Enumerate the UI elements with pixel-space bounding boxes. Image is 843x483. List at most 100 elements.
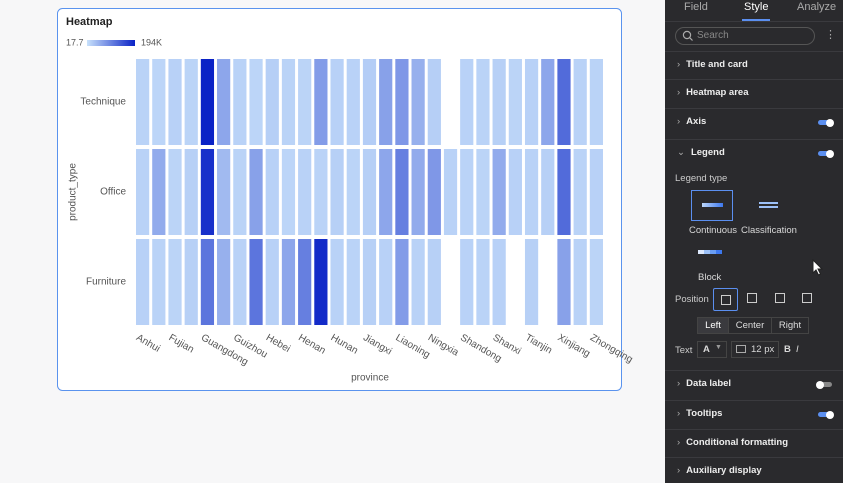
heatmap-cell — [152, 149, 166, 235]
heatmap-cell — [573, 239, 587, 325]
legend-type-option[interactable] — [755, 190, 782, 221]
toggle[interactable] — [818, 118, 834, 127]
section-header[interactable]: › Conditional formatting — [677, 437, 789, 448]
settings-panel: Search ⋮ Legend type Continuous Classifi… — [665, 0, 843, 483]
legend-min: 17.7 — [66, 37, 84, 47]
search-box[interactable]: Search — [675, 27, 815, 45]
heatmap-cell — [265, 239, 279, 325]
align-button[interactable]: Center — [728, 317, 772, 334]
heatmap-cell — [379, 149, 393, 235]
heatmap-cell — [330, 149, 344, 235]
position-option[interactable] — [802, 293, 812, 303]
section-divider — [665, 79, 843, 80]
section-header[interactable]: ⌄ Legend — [677, 147, 725, 158]
heatmap-cell — [249, 59, 263, 145]
position-option[interactable] — [713, 288, 738, 311]
search-placeholder: Search — [697, 30, 729, 41]
legend-type-label: Legend type — [675, 173, 728, 184]
heatmap-cell — [508, 149, 522, 235]
heatmap-cell — [524, 239, 539, 325]
heatmap-cell — [217, 59, 231, 145]
heatmap-cell — [411, 149, 425, 235]
y-tick-label: Furniture — [86, 277, 126, 288]
legend-type-label: Continuous — [689, 225, 738, 236]
heatmap-cell — [443, 149, 458, 235]
italic-button[interactable]: I — [796, 344, 799, 355]
toggle[interactable] — [818, 410, 834, 419]
font-color-value: A — [703, 344, 710, 355]
more-menu[interactable]: ⋮ — [825, 29, 836, 41]
heatmap-cell — [379, 239, 393, 325]
legend-type-label: Classification — [741, 225, 797, 236]
heatmap-cell — [492, 239, 506, 325]
section-title: Auxiliary display — [686, 465, 762, 476]
section-header[interactable]: › Auxiliary display — [677, 465, 762, 476]
heatmap-cell — [395, 149, 409, 235]
section-title: Title and card — [686, 59, 748, 70]
y-tick-label: Office — [100, 187, 126, 198]
section-divider — [665, 400, 843, 401]
heatmap-cell — [557, 149, 571, 235]
heatmap-cell — [200, 239, 215, 325]
heatmap-cell — [411, 59, 425, 145]
tab[interactable]: Field — [684, 1, 708, 13]
heatmap-cell — [557, 239, 571, 325]
heatmap-cell — [314, 149, 328, 235]
heatmap-cell — [346, 239, 360, 325]
section-header[interactable]: › Heatmap area — [677, 87, 749, 98]
heatmap-cell — [281, 59, 296, 145]
text-label: Text — [675, 345, 693, 356]
heatmap-cell — [508, 59, 522, 145]
position-option[interactable] — [747, 293, 757, 303]
heatmap-cell — [541, 59, 555, 145]
heatmap-cell — [184, 59, 198, 145]
heatmap-cell — [265, 59, 279, 145]
section-divider — [665, 51, 843, 52]
heatmap-cell — [281, 239, 296, 325]
position-option[interactable] — [775, 293, 785, 303]
legend-type-label: Block — [698, 272, 722, 283]
heatmap-cell — [524, 149, 539, 235]
heatmap-cell — [233, 149, 247, 235]
section-header[interactable]: › Tooltips — [677, 408, 723, 419]
align-button[interactable]: Right — [771, 317, 809, 334]
section-header[interactable]: › Data label — [677, 378, 732, 389]
heatmap-cell — [460, 59, 474, 145]
heatmap-cell — [427, 59, 441, 145]
heatmap-cell — [249, 239, 263, 325]
chart: Heatmap 17.7 194K product_type province … — [57, 8, 634, 391]
heatmap-cell — [346, 149, 360, 235]
heatmap-cell — [314, 59, 328, 145]
section-header[interactable]: › Axis — [677, 116, 707, 127]
heatmap-cell — [460, 149, 474, 235]
heatmap-cell — [233, 59, 247, 145]
section-header[interactable]: › Title and card — [677, 59, 748, 70]
heatmap-cell — [298, 59, 312, 145]
align-button[interactable]: Left — [697, 317, 729, 334]
font-size-input[interactable]: 12 px — [731, 341, 779, 358]
font-color-select[interactable]: A ▼ — [697, 341, 727, 358]
section-divider — [665, 429, 843, 430]
toggle[interactable] — [818, 149, 834, 158]
heatmap-cell — [589, 239, 603, 325]
heatmap-cell — [168, 59, 182, 145]
legend-type-option[interactable] — [691, 190, 733, 221]
position-label: Position — [675, 294, 709, 305]
tab-divider — [665, 21, 843, 22]
heatmap-cell — [395, 239, 409, 325]
legend-type-option[interactable] — [691, 240, 733, 266]
toggle[interactable] — [816, 380, 832, 389]
tab[interactable]: Analyze — [797, 1, 837, 13]
heatmap-cell — [379, 59, 393, 145]
section-title: Axis — [686, 116, 707, 127]
section-divider — [665, 370, 843, 371]
section-title: Heatmap area — [686, 87, 749, 98]
heatmap-cell — [346, 59, 360, 145]
heatmap-cell — [281, 149, 296, 235]
bold-button[interactable]: B — [784, 344, 791, 355]
tab[interactable]: Style — [744, 1, 769, 13]
heatmap-cell — [427, 239, 441, 325]
legend-max: 194K — [141, 37, 162, 47]
section-title: Tooltips — [686, 408, 723, 419]
